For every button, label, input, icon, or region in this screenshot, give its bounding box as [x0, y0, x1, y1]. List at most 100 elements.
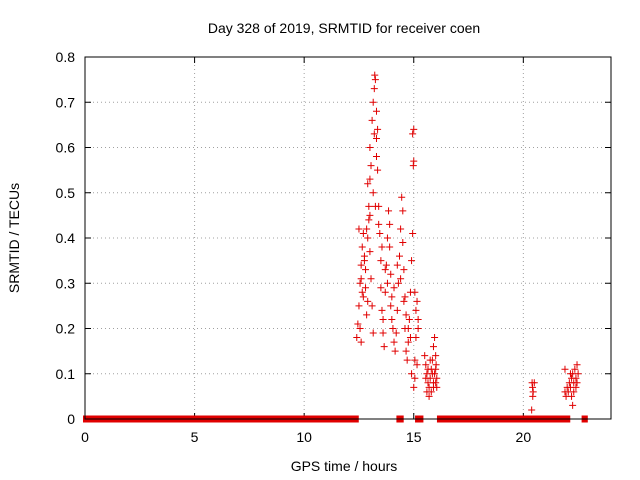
- data-point: [408, 370, 416, 378]
- data-point: [561, 365, 569, 373]
- y-tick-label: 0.1: [56, 366, 76, 382]
- data-point: [568, 392, 576, 400]
- data-point: [371, 76, 379, 84]
- data-point: [357, 275, 365, 283]
- data-point: [382, 261, 390, 269]
- data-point: [566, 370, 574, 378]
- chart-title: Day 328 of 2019, SRMTID for receiver coe…: [208, 20, 480, 36]
- y-tick-label: 0.5: [56, 185, 76, 201]
- data-point: [389, 325, 397, 332]
- data-point: [369, 98, 377, 106]
- data-point: [383, 234, 391, 242]
- data-point: [399, 207, 407, 215]
- data-point: [388, 293, 396, 301]
- data-point: [402, 311, 410, 319]
- data-point: [369, 189, 377, 197]
- data-point: [394, 279, 402, 287]
- data-point: [573, 379, 581, 387]
- data-point: [362, 284, 370, 292]
- data-point: [368, 116, 376, 124]
- data-point: [360, 257, 368, 265]
- data-point: [422, 361, 430, 369]
- data-point: [571, 365, 579, 373]
- data-point: [403, 356, 411, 364]
- data-point: [409, 130, 417, 138]
- data-point: [364, 297, 372, 305]
- data-point: [374, 125, 382, 133]
- data-point: [413, 361, 421, 369]
- y-tick-label: 0.4: [56, 230, 76, 246]
- data-point: [406, 334, 414, 342]
- data-point: [414, 315, 422, 323]
- data-point: [390, 338, 398, 346]
- y-tick-label: 0.2: [56, 321, 76, 337]
- data-point: [365, 202, 373, 210]
- data-point: [366, 144, 374, 151]
- y-tick-label: 0: [67, 411, 75, 427]
- data-point: [400, 266, 408, 274]
- data-point: [355, 225, 363, 233]
- data-point: [370, 85, 378, 93]
- data-point: [427, 388, 435, 396]
- data-point: [570, 388, 578, 396]
- data-point: [364, 180, 372, 188]
- data-point: [372, 134, 380, 142]
- data-point: [390, 284, 398, 292]
- axis-ticks: 0 0.1 0.2 0.3 0.4 0.5 0.6 0.7 0.8 0 5 10 15 20: [56, 49, 611, 445]
- data-point: [397, 225, 405, 233]
- data-point: [377, 284, 385, 292]
- data-point: [374, 166, 382, 174]
- data-point: [379, 329, 387, 337]
- data-point: [408, 257, 416, 265]
- y-tick-label: 0.3: [56, 275, 76, 291]
- data-point: [529, 392, 537, 400]
- data-point: [375, 220, 383, 228]
- x-tick-label: 10: [296, 429, 312, 445]
- data-point: [433, 374, 441, 382]
- data-point: [371, 202, 379, 210]
- data-point: [412, 306, 420, 314]
- data-point: [379, 315, 387, 323]
- grid: [85, 57, 611, 419]
- data-point: [432, 352, 440, 360]
- data-point: [405, 315, 413, 323]
- y-tick-label: 0.6: [56, 140, 76, 156]
- data-point: [366, 211, 374, 219]
- plot-frame: [84, 56, 612, 420]
- data-point: [411, 356, 419, 364]
- x-tick-label: 20: [516, 429, 532, 445]
- data-point: [425, 392, 433, 400]
- data-point: [432, 379, 440, 387]
- data-point: [353, 334, 361, 342]
- data-point: [410, 125, 418, 133]
- data-point: [429, 383, 437, 391]
- data-point: [424, 365, 432, 373]
- data-point: [386, 220, 394, 228]
- data-point: [529, 383, 537, 391]
- data-point: [378, 243, 386, 251]
- data-point: [372, 153, 380, 161]
- data-point: [432, 361, 440, 369]
- data-point: [367, 275, 375, 283]
- data-point: [364, 234, 372, 242]
- data-point: [572, 374, 580, 382]
- data-point: [372, 107, 380, 115]
- data-point: [393, 306, 401, 314]
- data-point: [358, 243, 366, 251]
- data-point: [399, 239, 407, 247]
- data-point: [358, 288, 366, 296]
- data-point: [414, 325, 422, 332]
- data-point: [354, 320, 362, 328]
- data-point: [377, 257, 385, 265]
- data-point: [357, 261, 365, 269]
- data-point: [369, 329, 377, 337]
- data-point: [391, 347, 399, 355]
- data-point: [411, 288, 419, 296]
- data-point: [387, 302, 395, 310]
- data-point: [431, 334, 439, 342]
- data-point: [370, 130, 378, 138]
- data-point: [355, 302, 363, 310]
- data-point: [396, 252, 404, 260]
- data-point: [569, 401, 577, 409]
- data-point: [387, 270, 395, 278]
